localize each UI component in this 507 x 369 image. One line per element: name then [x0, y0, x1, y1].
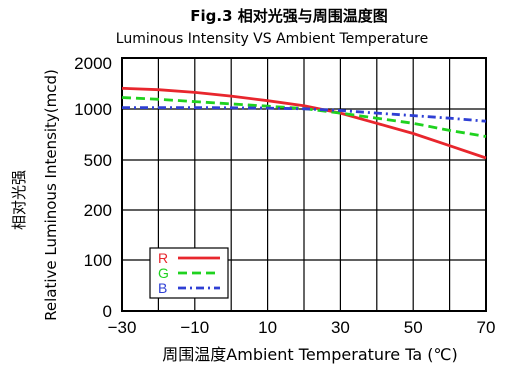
- y-tick-label: 100: [84, 251, 112, 270]
- x-tick-label: 10: [258, 318, 277, 337]
- series-lines: [121, 86, 487, 160]
- plot-frame: [121, 57, 487, 312]
- legend: RGB: [149, 247, 229, 299]
- x-axis-label: 周围温度Ambient Temperature Ta (℃): [162, 345, 457, 364]
- x-tick-label: 30: [331, 318, 350, 337]
- legend-label-r: R: [158, 250, 168, 266]
- y-tick-label: 200: [84, 201, 112, 220]
- y-tick-label: 2000: [74, 54, 112, 73]
- chart-subtitle: Luminous Intensity VS Ambient Temperatur…: [116, 31, 428, 47]
- y-tick-label: 0: [103, 302, 112, 321]
- chart-title: Fig.3 相对光强与周围温度图: [190, 7, 387, 25]
- y-axis-label-en: Relative Luminous Intensity(mcd): [42, 69, 60, 321]
- series-line-b: [122, 106, 487, 123]
- y-tick-label: 500: [84, 151, 112, 170]
- x-tick-label: 70: [477, 318, 496, 337]
- y-axis-label-cn: 相对光强: [10, 170, 28, 230]
- x-tick-label: −30: [108, 318, 137, 337]
- x-tick-label: −10: [180, 318, 209, 337]
- x-axis-ticks: −30 −10 10 30 50 70: [108, 318, 496, 337]
- y-tick-label: 1000: [74, 100, 112, 119]
- legend-label-b: B: [158, 280, 167, 296]
- legend-label-g: G: [158, 265, 169, 281]
- series-line-r: [121, 86, 487, 160]
- y-axis-ticks: 0 100 200 500 1000 2000: [74, 54, 112, 321]
- x-tick-label: 50: [404, 318, 423, 337]
